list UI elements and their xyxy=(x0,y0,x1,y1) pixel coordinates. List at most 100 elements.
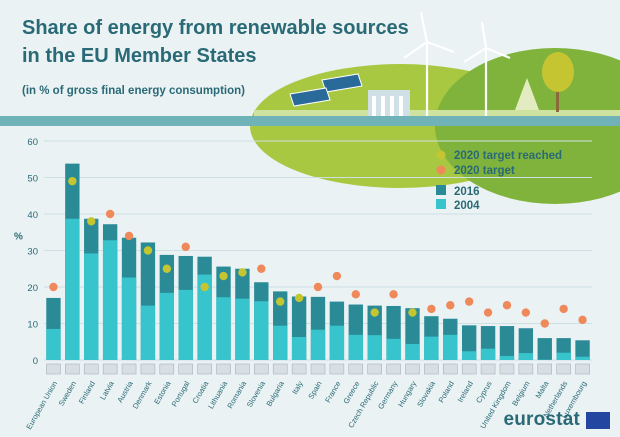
eu-flag-icon xyxy=(586,412,610,429)
bar-2004 xyxy=(575,356,590,360)
solar-panel-icon xyxy=(289,73,363,107)
bar-2004 xyxy=(386,338,401,360)
page-subtitle: (in % of gross final energy consumption) xyxy=(22,85,245,97)
target-reached-dot xyxy=(219,271,228,281)
page-title-line-1: Share of energy from renewable sources xyxy=(22,17,409,39)
x-tick-label: Latvia xyxy=(98,379,116,402)
tree-icon xyxy=(515,52,574,112)
country-flag-icon xyxy=(121,363,137,375)
eurostat-logo: eurostat xyxy=(503,409,580,430)
country-flag-icon xyxy=(575,363,590,375)
target-reached-dot xyxy=(200,282,209,292)
x-tick-label: European Union xyxy=(24,380,59,431)
target-dot xyxy=(559,304,568,314)
x-tick-label: Croatia xyxy=(190,379,210,405)
bar-2004 xyxy=(102,240,118,360)
target-reached-dot xyxy=(143,246,153,255)
bar-2004 xyxy=(46,328,61,360)
bar-2004 xyxy=(480,348,496,360)
y-tick-label: 20 xyxy=(27,283,38,294)
target-dot xyxy=(502,301,512,310)
country-flag-icon xyxy=(556,363,571,375)
x-tick-label: France xyxy=(323,380,342,405)
y-tick-label: 30 xyxy=(27,247,38,258)
country-flag-icon xyxy=(424,363,439,375)
x-tick-label: Italy xyxy=(290,379,305,396)
chart-bars xyxy=(46,163,590,360)
bar-2004 xyxy=(84,253,99,360)
x-tick-label: Greece xyxy=(341,380,361,406)
bar-2016 xyxy=(575,340,590,360)
bar-2004 xyxy=(443,334,458,360)
y-tick-label: 0 xyxy=(33,356,38,367)
target-dot xyxy=(313,282,323,292)
target-dot xyxy=(464,297,474,306)
x-tick-label: Spain xyxy=(306,380,323,401)
legend-swatch-target-reached xyxy=(436,150,446,160)
legend-swatch-2016 xyxy=(436,185,446,195)
legend-label-target: 2020 target xyxy=(454,165,515,177)
country-flag-icon xyxy=(310,363,326,375)
header-divider-band xyxy=(0,116,620,126)
target-dot xyxy=(49,282,58,292)
country-flag-icon xyxy=(102,363,118,375)
country-flag-icon xyxy=(235,363,250,375)
target-reached-dot xyxy=(68,176,77,186)
page-title-line-2: in the EU Member States xyxy=(22,45,257,67)
bar-2004 xyxy=(348,334,363,360)
target-reached-dot xyxy=(238,268,247,277)
dam-icon xyxy=(368,90,410,116)
legend-label-2016: 2016 xyxy=(454,186,480,198)
bar-2004 xyxy=(329,325,345,360)
bar-2004 xyxy=(178,289,193,360)
bar-2004 xyxy=(159,292,175,360)
x-tick-label: Slovakia xyxy=(415,379,437,409)
bar-2016 xyxy=(499,326,515,360)
bar-2004 xyxy=(556,352,571,360)
target-dot xyxy=(427,304,436,314)
wind-turbine-icon xyxy=(403,11,511,116)
y-tick-label: 40 xyxy=(27,210,38,221)
target-reached-dot xyxy=(87,217,96,226)
country-flag-icon xyxy=(272,363,288,375)
country-flag-icon xyxy=(480,363,496,375)
country-flag-icon xyxy=(405,363,420,375)
legend-label-target-reached: 2020 target reached xyxy=(454,150,562,162)
y-tick-label: 50 xyxy=(27,174,38,185)
x-tick-label: Portugal xyxy=(170,379,192,408)
x-tick-label: Slovenia xyxy=(245,379,268,409)
bar-2004 xyxy=(254,301,269,360)
bar-2016 xyxy=(537,338,552,360)
country-flag-icon xyxy=(83,363,99,375)
target-reached-dot xyxy=(370,308,379,317)
target-dot xyxy=(540,319,549,328)
target-dot xyxy=(351,290,360,299)
country-flag-icon xyxy=(291,363,307,375)
y-tick-label: 60 xyxy=(27,137,38,148)
target-dot xyxy=(578,315,587,325)
bar-2004 xyxy=(216,297,231,360)
country-flag-icon xyxy=(348,363,364,375)
target-reached-dot xyxy=(294,293,304,303)
x-tick-label: Poland xyxy=(437,380,456,405)
bar-2004 xyxy=(461,351,477,360)
x-tick-label: Bulgaria xyxy=(264,379,286,408)
legend-label-2004: 2004 xyxy=(454,200,480,212)
x-tick-label: Sweden xyxy=(57,380,78,408)
legend-swatch-2004 xyxy=(436,199,446,209)
bar-2004 xyxy=(499,355,515,360)
country-flag-icon xyxy=(159,363,175,375)
bar-2004 xyxy=(121,277,137,360)
y-tick-label: 10 xyxy=(27,320,38,331)
country-flags xyxy=(46,363,590,375)
country-flag-icon xyxy=(46,363,61,375)
target-dot xyxy=(521,308,531,317)
bar-2004 xyxy=(424,336,439,360)
x-tick-label: Austria xyxy=(115,379,135,404)
x-tick-label: Belgium xyxy=(510,380,531,408)
country-flag-icon xyxy=(197,363,212,375)
target-dot xyxy=(105,209,115,219)
bar-2004 xyxy=(65,218,80,360)
